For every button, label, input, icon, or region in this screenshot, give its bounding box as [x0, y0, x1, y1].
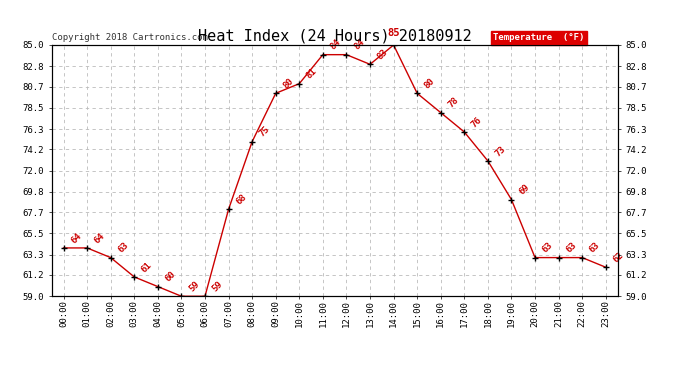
- Text: 59: 59: [187, 279, 201, 294]
- Text: 69: 69: [517, 183, 531, 197]
- Text: 80: 80: [423, 76, 437, 90]
- Text: 64: 64: [69, 231, 83, 245]
- Text: Temperature  (°F): Temperature (°F): [493, 33, 584, 42]
- Text: 68: 68: [234, 192, 248, 207]
- Text: 75: 75: [257, 125, 272, 139]
- Text: 63: 63: [116, 241, 130, 255]
- Text: 64: 64: [92, 231, 107, 245]
- Text: 63: 63: [540, 241, 555, 255]
- Title: Heat Index (24 Hours) 20180912: Heat Index (24 Hours) 20180912: [198, 29, 471, 44]
- Text: 81: 81: [305, 67, 319, 81]
- Text: 83: 83: [375, 48, 390, 62]
- Text: 61: 61: [140, 260, 154, 274]
- Text: 76: 76: [470, 115, 484, 129]
- Text: 84: 84: [328, 38, 342, 52]
- Text: 60: 60: [164, 270, 177, 284]
- Text: 78: 78: [446, 96, 460, 110]
- Text: 85: 85: [387, 28, 400, 38]
- Text: 80: 80: [282, 76, 295, 90]
- Text: 59: 59: [210, 279, 224, 294]
- Text: Copyright 2018 Cartronics.com: Copyright 2018 Cartronics.com: [52, 33, 208, 42]
- Text: 63: 63: [588, 241, 602, 255]
- Text: 84: 84: [352, 38, 366, 52]
- Text: 73: 73: [493, 144, 507, 158]
- Text: 63: 63: [564, 241, 578, 255]
- Text: 62: 62: [611, 251, 625, 264]
